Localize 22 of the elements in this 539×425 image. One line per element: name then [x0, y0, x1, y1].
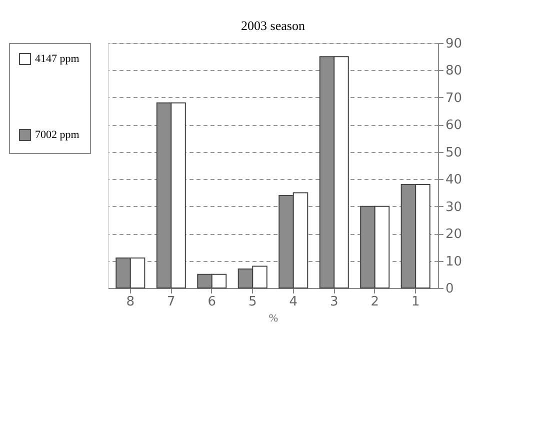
x-tick-label: 6	[208, 294, 216, 310]
chart-title: 2003 season	[241, 18, 306, 33]
x-axis-title: %	[268, 312, 278, 324]
y-tick-label: 0	[446, 282, 454, 296]
x-tick-label: 1	[411, 294, 420, 310]
y-tick-label: 90	[446, 36, 462, 52]
legend-label: 4147 ppm	[35, 53, 80, 65]
y-tick-label: 70	[446, 90, 462, 106]
x-tick-label: 4	[289, 294, 298, 310]
y-tick-label: 50	[446, 145, 462, 160]
x-tick-label: 7	[167, 294, 176, 310]
x-tick-label: 2	[370, 294, 379, 310]
y-tick-label: 10	[446, 254, 462, 270]
y-tick-label: 80	[446, 64, 462, 79]
x-tick-label: 5	[248, 294, 257, 310]
legend-label: 7002 ppm	[35, 129, 80, 141]
y-tick-label: 60	[446, 118, 462, 134]
x-tick-label: 3	[330, 294, 338, 310]
x-tick-label: 8	[126, 294, 135, 310]
y-tick-label: 40	[446, 172, 462, 188]
y-tick-label: 30	[446, 200, 462, 215]
y-tick-label: 20	[446, 227, 462, 242]
